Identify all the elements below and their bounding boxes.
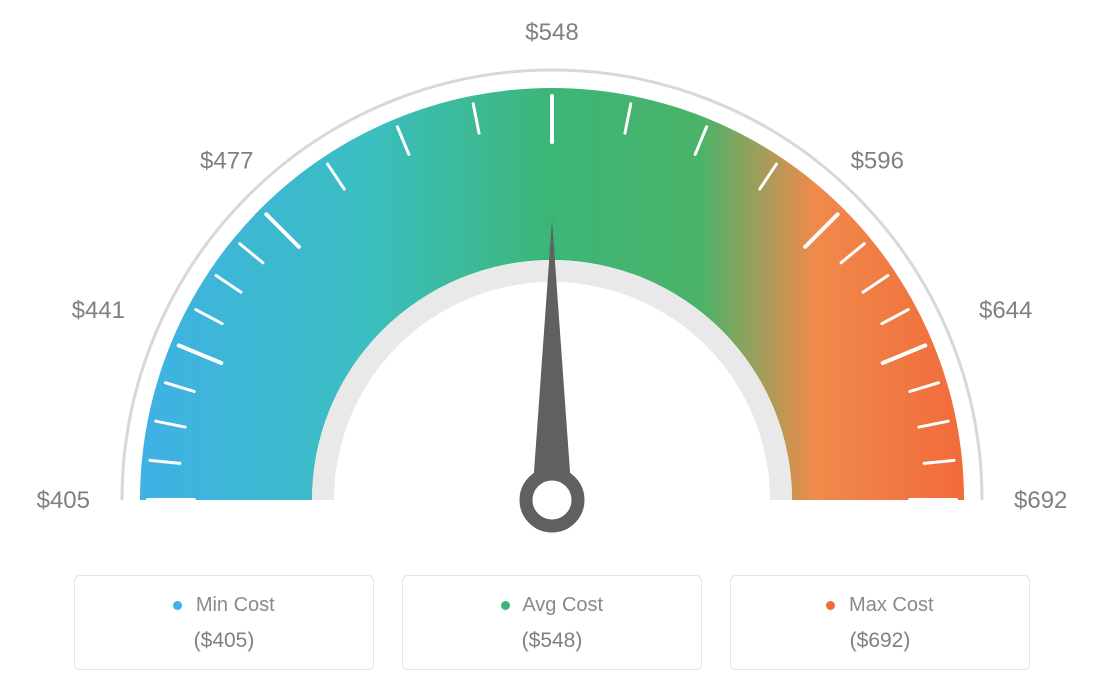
legend-label-max: Max Cost [849,594,933,616]
legend-card-avg: Avg Cost ($548) [402,575,702,670]
svg-text:$596: $596 [851,148,904,175]
cost-gauge-chart: $405 $441 $477 $548 $596 $644 $692 Min Cost ($… [0,0,1104,690]
legend-dot-avg [501,601,510,610]
legend-title-avg: Avg Cost [403,594,701,617]
svg-text:$548: $548 [525,19,578,46]
svg-text:$644: $644 [979,297,1032,324]
legend-value-min: ($405) [75,629,373,653]
legend-value-avg: ($548) [403,629,701,653]
legend-label-avg: Avg Cost [522,594,603,616]
legend-dot-min [173,601,182,610]
legend-title-max: Max Cost [731,594,1029,617]
legend-value-max: ($692) [731,629,1029,653]
svg-text:$477: $477 [200,148,253,175]
gauge-area: $405 $441 $477 $548 $596 $644 $692 [0,0,1104,560]
legend-card-min: Min Cost ($405) [74,575,374,670]
legend-title-min: Min Cost [75,594,373,617]
legend-dot-max [826,601,835,610]
legend-card-max: Max Cost ($692) [730,575,1030,670]
legend-row: Min Cost ($405) Avg Cost ($548) Max Cost… [0,575,1104,670]
svg-text:$405: $405 [37,487,90,514]
legend-label-min: Min Cost [196,594,275,616]
gauge-svg: $405 $441 $477 $548 $596 $644 $692 [0,0,1104,560]
svg-text:$692: $692 [1014,487,1067,514]
svg-text:$441: $441 [72,297,125,324]
